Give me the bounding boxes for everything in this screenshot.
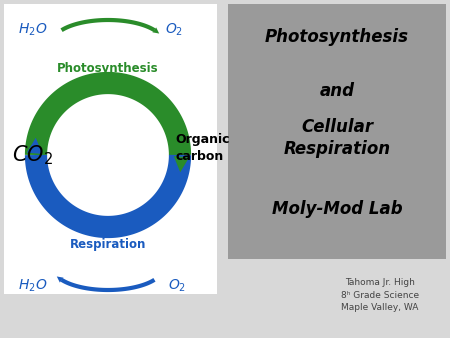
- Text: $H_2O$: $H_2O$: [18, 22, 47, 39]
- Text: $CO_2$: $CO_2$: [12, 143, 53, 167]
- Text: Respiration: Respiration: [70, 238, 146, 251]
- Bar: [228, 4, 446, 259]
- Text: Photosynthesis: Photosynthesis: [265, 28, 409, 46]
- Text: and: and: [320, 82, 355, 100]
- Text: Cellular
Respiration: Cellular Respiration: [284, 118, 391, 158]
- Text: $H_2O$: $H_2O$: [18, 278, 47, 294]
- Text: $O_2$: $O_2$: [165, 22, 183, 39]
- Text: $O_2$: $O_2$: [168, 278, 186, 294]
- Text: Organic
carbon: Organic carbon: [175, 134, 230, 163]
- Text: Tahoma Jr. High
8ʰ Grade Science
Maple Valley, WA: Tahoma Jr. High 8ʰ Grade Science Maple V…: [341, 278, 419, 312]
- Text: Moly-Mod Lab: Moly-Mod Lab: [272, 200, 402, 218]
- Text: Photosynthesis: Photosynthesis: [57, 62, 159, 75]
- Bar: [4, 4, 217, 294]
